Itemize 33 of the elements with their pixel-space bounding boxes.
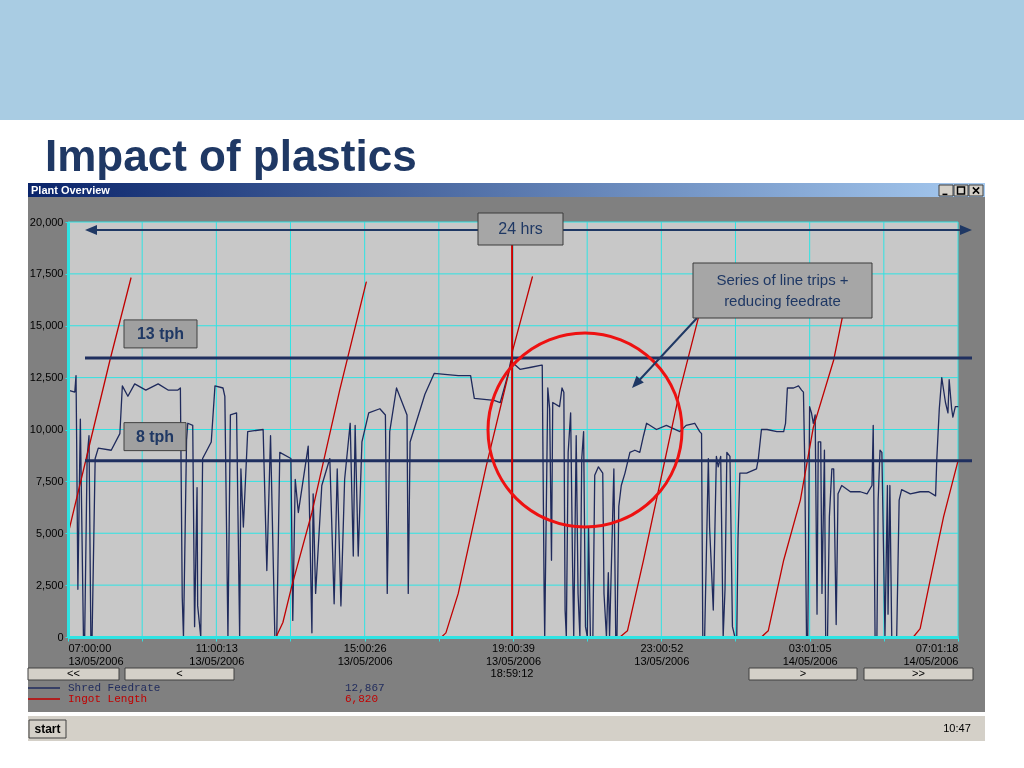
x-tick-label: 19:00:39 13/05/2006 [485,641,542,667]
chart-title: Impact of plastics [45,131,417,180]
text: > [799,667,807,679]
x-tick-label: 15:00:26 13/05/2006 [337,641,393,667]
y-tick-label: 0 [57,630,64,643]
y-tick-label: 2,500 [35,578,64,591]
y-tick-label: 17,500 [29,267,64,280]
y-tick-label: 10,000 [29,423,64,435]
annotation: 24 hrs [498,220,543,237]
ref-line-label: 8 tph [135,427,175,445]
y-tick-label: 20,000 [29,215,64,228]
y-tick-label: 7,500 [35,474,64,487]
text: 10:47 [943,722,971,734]
y-tick-label: 12,500 [29,371,64,384]
legend-label: Ingot Length [68,693,148,705]
x-tick-label: 03:01:05 14/05/2006 [782,641,838,667]
text: 12,867 [345,682,385,694]
x-tick-label: 07:00:00 13/05/2006 [68,641,124,667]
text: 6,820 [345,693,379,705]
x-tick-label: 23:00:52 13/05/2006 [634,641,690,667]
text: << [67,667,80,679]
annotation: Series of line trips + reducing feedrate [716,271,849,309]
x-tick-label: 11:00:13 13/05/2006 [189,641,245,667]
text: start [34,722,61,736]
ref-line-label: 13 tph [136,324,185,342]
y-tick-label: 5,000 [35,526,64,539]
text: >> [912,667,925,679]
x-tick-label: 07:01:18 14/05/2006 [903,641,959,667]
text: 18:59:12 [490,667,534,679]
text: < [176,667,183,679]
y-tick-label: 15,000 [29,319,64,332]
legend-label: Shred Feedrate [68,682,161,694]
chart-subtitle: Plant Overview [31,183,111,196]
